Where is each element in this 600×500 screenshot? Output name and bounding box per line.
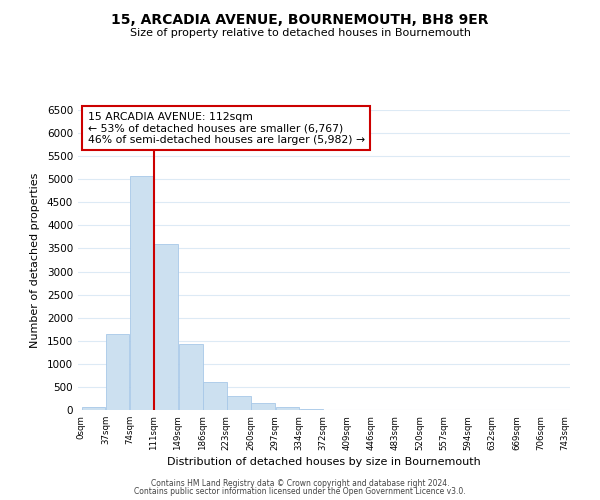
Text: 15 ARCADIA AVENUE: 112sqm
← 53% of detached houses are smaller (6,767)
46% of se: 15 ARCADIA AVENUE: 112sqm ← 53% of detac… [88, 112, 365, 144]
Bar [227, 396, 251, 410]
Bar [82, 407, 105, 410]
Y-axis label: Number of detached properties: Number of detached properties [30, 172, 40, 348]
Bar [154, 244, 178, 410]
Text: Contains HM Land Registry data © Crown copyright and database right 2024.: Contains HM Land Registry data © Crown c… [151, 478, 449, 488]
Bar [203, 382, 227, 410]
Bar [179, 344, 203, 410]
Bar [251, 403, 275, 410]
Text: 15, ARCADIA AVENUE, BOURNEMOUTH, BH8 9ER: 15, ARCADIA AVENUE, BOURNEMOUTH, BH8 9ER [111, 12, 489, 26]
X-axis label: Distribution of detached houses by size in Bournemouth: Distribution of detached houses by size … [167, 456, 481, 466]
Text: Size of property relative to detached houses in Bournemouth: Size of property relative to detached ho… [130, 28, 470, 38]
Bar [300, 408, 323, 410]
Bar [275, 406, 299, 410]
Bar [130, 176, 154, 410]
Bar [106, 334, 130, 410]
Text: Contains public sector information licensed under the Open Government Licence v3: Contains public sector information licen… [134, 487, 466, 496]
